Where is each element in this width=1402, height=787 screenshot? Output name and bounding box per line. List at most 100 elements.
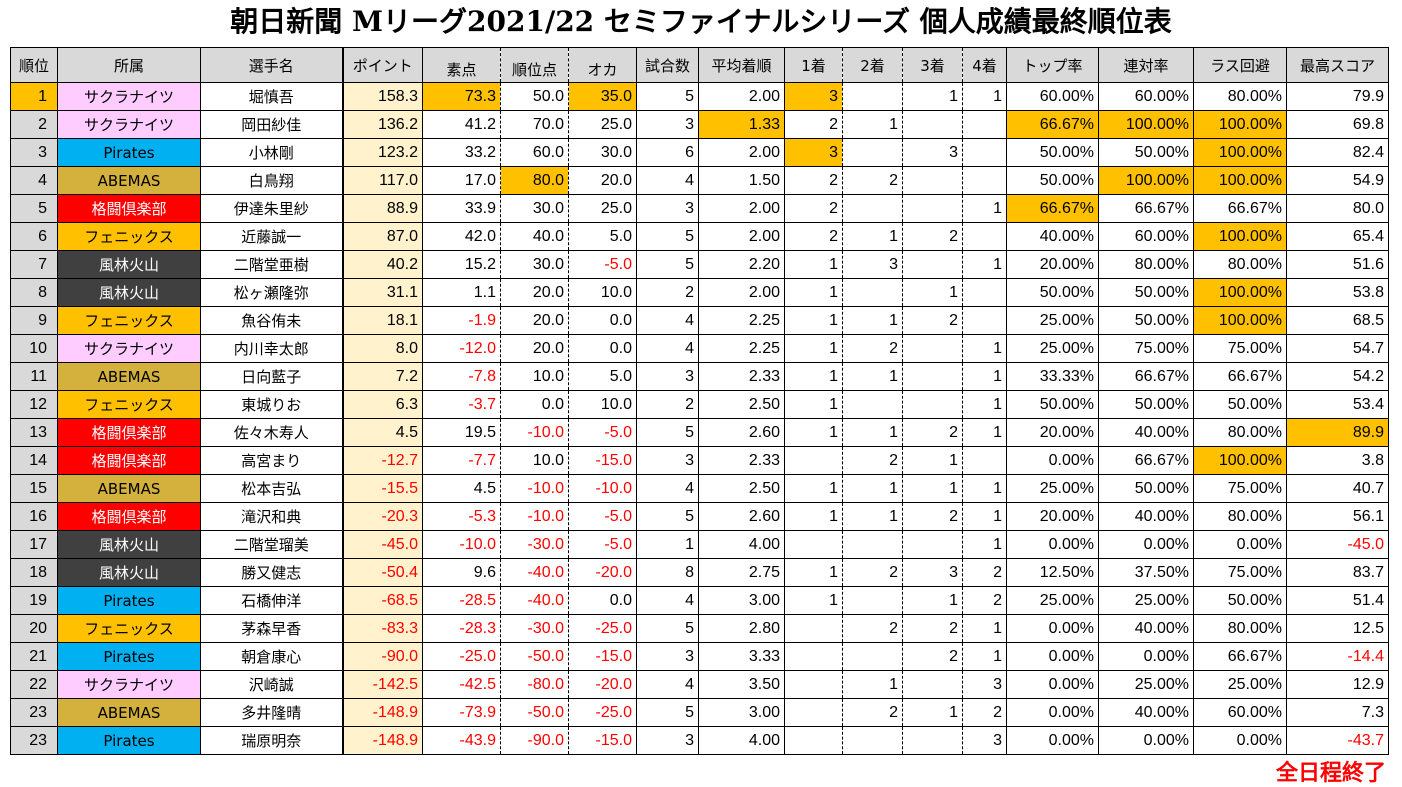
cell-placement: 10.0 <box>500 446 569 475</box>
cell-third <box>902 362 963 391</box>
cell-third: 3 <box>902 558 963 587</box>
cell-placement: 80.0 <box>500 166 569 195</box>
cell-games: 5 <box>636 418 699 447</box>
cell-player: 瑞原明奈 <box>200 726 343 755</box>
cell-third: 2 <box>902 502 963 531</box>
table-row: 22 サクラナイツ 沢崎誠 -142.5 -42.5 -80.0 -20.0 4 3.50 1 3 0… <box>10 670 1389 699</box>
cell-raw: 42.0 <box>422 222 501 251</box>
cell-last-avoid: 75.00% <box>1193 558 1287 587</box>
cell-oka: 0.0 <box>568 586 637 615</box>
cell-high-score: 3.8 <box>1286 446 1389 475</box>
header-oka: オカ <box>568 47 637 83</box>
cell-oka: 10.0 <box>568 278 637 307</box>
cell-oka: 10.0 <box>568 390 637 419</box>
table-row: 4 ABEMAS 白鳥翔 117.0 17.0 80.0 20.0 4 1.50 2 2 50.00%… <box>10 166 1389 195</box>
cell-second <box>842 390 903 419</box>
header-rank: 順位 <box>10 47 58 83</box>
cell-placement: 50.0 <box>500 82 569 111</box>
cell-top-rate: 0.00% <box>1006 670 1099 699</box>
cell-avg-place: 3.50 <box>698 670 785 699</box>
cell-first: 3 <box>784 82 843 111</box>
cell-rank: 1 <box>10 82 58 111</box>
cell-third <box>902 530 963 559</box>
cell-oka: 25.0 <box>568 194 637 223</box>
cell-second: 1 <box>842 110 903 139</box>
cell-high-score: 89.9 <box>1286 418 1389 447</box>
cell-player: 松本吉弘 <box>200 474 343 503</box>
cell-top-rate: 50.00% <box>1006 166 1099 195</box>
table-row: 19 Pirates 石橋伸洋 -68.5 -28.5 -40.0 0.0 4 3.00 1 1 2 2… <box>10 586 1389 615</box>
cell-placement: 30.0 <box>500 250 569 279</box>
cell-points: 123.2 <box>341 138 423 167</box>
cell-player: 松ヶ瀬隆弥 <box>200 278 343 307</box>
cell-rentai-rate: 50.00% <box>1098 138 1194 167</box>
cell-last-avoid: 80.00% <box>1193 502 1287 531</box>
cell-top-rate: 0.00% <box>1006 698 1099 727</box>
cell-first: 1 <box>784 250 843 279</box>
cell-second <box>842 278 903 307</box>
cell-top-rate: 25.00% <box>1006 334 1099 363</box>
cell-top-rate: 20.00% <box>1006 502 1099 531</box>
cell-points: -15.5 <box>341 474 423 503</box>
cell-points: 31.1 <box>341 278 423 307</box>
cell-team: Pirates <box>57 586 201 615</box>
cell-player: 二階堂瑠美 <box>200 530 343 559</box>
header-first: 1着 <box>784 47 843 83</box>
header-placement: 順位点 <box>500 47 569 83</box>
table-row: 6 フェニックス 近藤誠一 87.0 42.0 40.0 5.0 5 2.00 2 1 2 40.00%… <box>10 222 1389 251</box>
cell-raw: -28.5 <box>422 586 501 615</box>
cell-player: 東城りお <box>200 390 343 419</box>
header-second: 2着 <box>842 47 903 83</box>
cell-fourth: 2 <box>962 586 1007 615</box>
cell-points: 87.0 <box>341 222 423 251</box>
cell-points: 40.2 <box>341 250 423 279</box>
cell-raw: -43.9 <box>422 726 501 755</box>
cell-games: 5 <box>636 614 699 643</box>
header-third: 3着 <box>902 47 963 83</box>
cell-high-score: 65.4 <box>1286 222 1389 251</box>
cell-team: フェニックス <box>57 306 201 335</box>
cell-fourth <box>962 306 1007 335</box>
cell-avg-place: 2.80 <box>698 614 785 643</box>
cell-top-rate: 66.67% <box>1006 194 1099 223</box>
cell-rentai-rate: 75.00% <box>1098 334 1194 363</box>
cell-rentai-rate: 0.00% <box>1098 530 1194 559</box>
cell-games: 1 <box>636 530 699 559</box>
cell-games: 4 <box>636 586 699 615</box>
cell-rank: 11 <box>10 362 58 391</box>
cell-rentai-rate: 40.00% <box>1098 614 1194 643</box>
cell-oka: -5.0 <box>568 250 637 279</box>
cell-third: 1 <box>902 82 963 111</box>
cell-high-score: -43.7 <box>1286 726 1389 755</box>
cell-avg-place: 2.50 <box>698 474 785 503</box>
cell-raw: 17.0 <box>422 166 501 195</box>
cell-raw: 9.6 <box>422 558 501 587</box>
cell-first <box>784 446 843 475</box>
cell-last-avoid: 0.00% <box>1193 530 1287 559</box>
cell-third <box>902 390 963 419</box>
table-row: 9 フェニックス 魚谷侑未 18.1 -1.9 20.0 0.0 4 2.25 1 1 2 25.00%… <box>10 306 1389 335</box>
cell-last-avoid: 60.00% <box>1193 698 1287 727</box>
cell-rank: 21 <box>10 642 58 671</box>
cell-raw: -5.3 <box>422 502 501 531</box>
cell-last-avoid: 100.00% <box>1193 306 1287 335</box>
cell-fourth: 1 <box>962 642 1007 671</box>
cell-oka: 20.0 <box>568 166 637 195</box>
cell-team: フェニックス <box>57 390 201 419</box>
cell-first: 1 <box>784 474 843 503</box>
cell-avg-place: 1.50 <box>698 166 785 195</box>
cell-points: -50.4 <box>341 558 423 587</box>
standings-table: 順位 所属 選手名 ポイント 素点 順位点 オカ 試合数 平均着順 1着 2着 … <box>10 47 1389 755</box>
cell-avg-place: 2.60 <box>698 418 785 447</box>
cell-points: -68.5 <box>341 586 423 615</box>
cell-team: 格闘倶楽部 <box>57 194 201 223</box>
cell-games: 2 <box>636 390 699 419</box>
cell-first: 1 <box>784 362 843 391</box>
schedule-complete-note: 全日程終了 <box>1275 761 1386 786</box>
cell-fourth <box>962 138 1007 167</box>
cell-player: 堀慎吾 <box>200 82 343 111</box>
page-title: 朝日新聞 Mリーグ2021/22 セミファイナルシリーズ 個人成績最終順位表 <box>230 5 1172 38</box>
cell-avg-place: 1.33 <box>698 110 785 139</box>
cell-placement: -10.0 <box>500 502 569 531</box>
cell-top-rate: 50.00% <box>1006 278 1099 307</box>
